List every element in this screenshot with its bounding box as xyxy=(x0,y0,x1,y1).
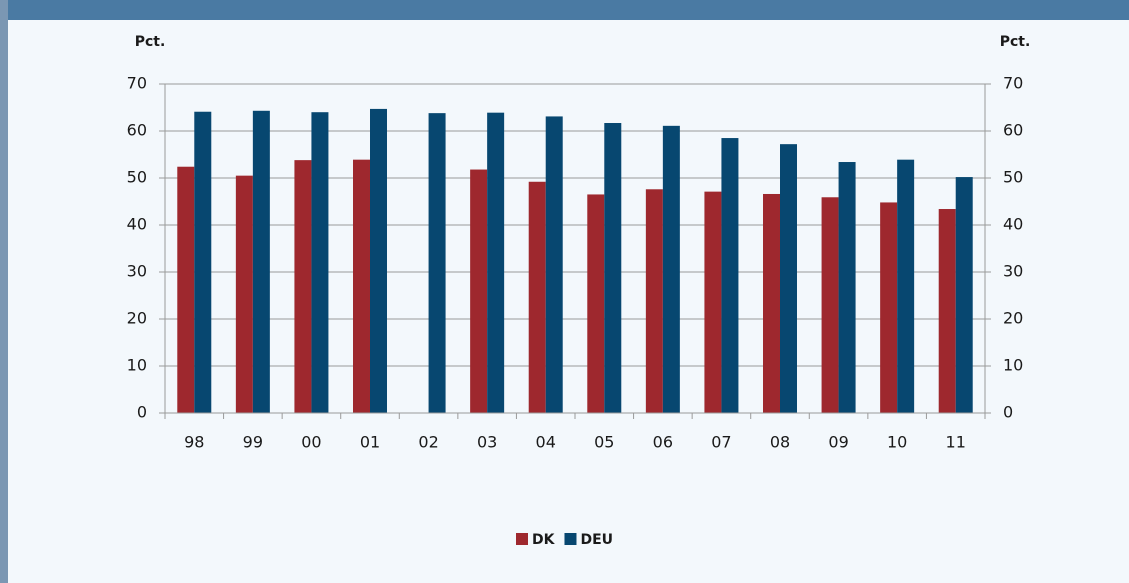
x-tick-label: 99 xyxy=(243,433,263,452)
bar xyxy=(763,193,780,413)
bar xyxy=(294,160,312,413)
x-tick-label: 06 xyxy=(653,433,673,452)
y2-axis-label: Pct. xyxy=(1000,34,1031,50)
x-tick-label: 03 xyxy=(477,433,497,452)
x-tick-label: 09 xyxy=(828,433,848,452)
y-tick-label: 0 xyxy=(137,403,147,422)
bar xyxy=(177,166,195,413)
y2-tick-label: 0 xyxy=(1003,403,1013,422)
header-bar xyxy=(0,0,1129,20)
bar xyxy=(662,125,680,413)
y-tick-label: 20 xyxy=(127,309,147,328)
bar xyxy=(311,112,329,413)
bar xyxy=(645,189,663,413)
legend-swatch xyxy=(564,533,577,545)
legend-label: DK xyxy=(532,532,556,548)
bar xyxy=(428,113,446,413)
x-tick-label: 04 xyxy=(536,433,556,452)
y2-tick-label: 20 xyxy=(1003,309,1023,328)
x-tick-label: 05 xyxy=(594,433,614,452)
y-tick-label: 30 xyxy=(127,262,147,281)
bar xyxy=(545,116,563,414)
legend-swatch xyxy=(516,533,528,545)
bar xyxy=(780,144,797,413)
y-tick-label: 40 xyxy=(127,215,147,234)
x-tick-label: 98 xyxy=(184,433,204,452)
y2-tick-label: 70 xyxy=(1003,74,1023,93)
bar xyxy=(604,123,622,413)
x-tick-label: 02 xyxy=(418,433,438,452)
bar xyxy=(838,162,856,413)
bar xyxy=(587,194,605,413)
legend-label: DEU xyxy=(580,532,613,548)
y2-tick-label: 50 xyxy=(1003,168,1023,187)
x-tick-label: 07 xyxy=(711,433,731,452)
x-tick-label: 08 xyxy=(770,433,790,452)
bar xyxy=(370,108,387,413)
bar xyxy=(252,110,270,413)
x-tick-label: 00 xyxy=(301,433,321,452)
bar xyxy=(470,169,488,413)
x-tick-label: 10 xyxy=(887,433,907,452)
y2-tick-label: 10 xyxy=(1003,356,1023,375)
bar xyxy=(897,159,915,413)
x-tick-label: 01 xyxy=(360,433,380,452)
bar xyxy=(955,177,973,413)
y-tick-label: 60 xyxy=(127,121,147,140)
bar xyxy=(880,202,898,413)
y2-tick-label: 30 xyxy=(1003,262,1023,281)
bar xyxy=(235,175,253,413)
y-tick-label: 10 xyxy=(127,356,147,375)
y-tick-label: 50 xyxy=(127,168,147,187)
bar xyxy=(704,191,722,413)
bar xyxy=(938,209,956,413)
y2-tick-label: 40 xyxy=(1003,215,1023,234)
bar xyxy=(721,138,739,414)
x-tick-label: 11 xyxy=(946,433,966,452)
bar xyxy=(353,159,370,413)
left-border xyxy=(0,0,8,583)
y2-tick-label: 60 xyxy=(1003,121,1023,140)
y-tick-label: 70 xyxy=(127,74,147,93)
bar xyxy=(487,112,505,414)
bar xyxy=(821,197,839,413)
bar xyxy=(194,111,212,413)
y-axis-label: Pct. xyxy=(135,34,166,50)
bar xyxy=(528,181,546,413)
